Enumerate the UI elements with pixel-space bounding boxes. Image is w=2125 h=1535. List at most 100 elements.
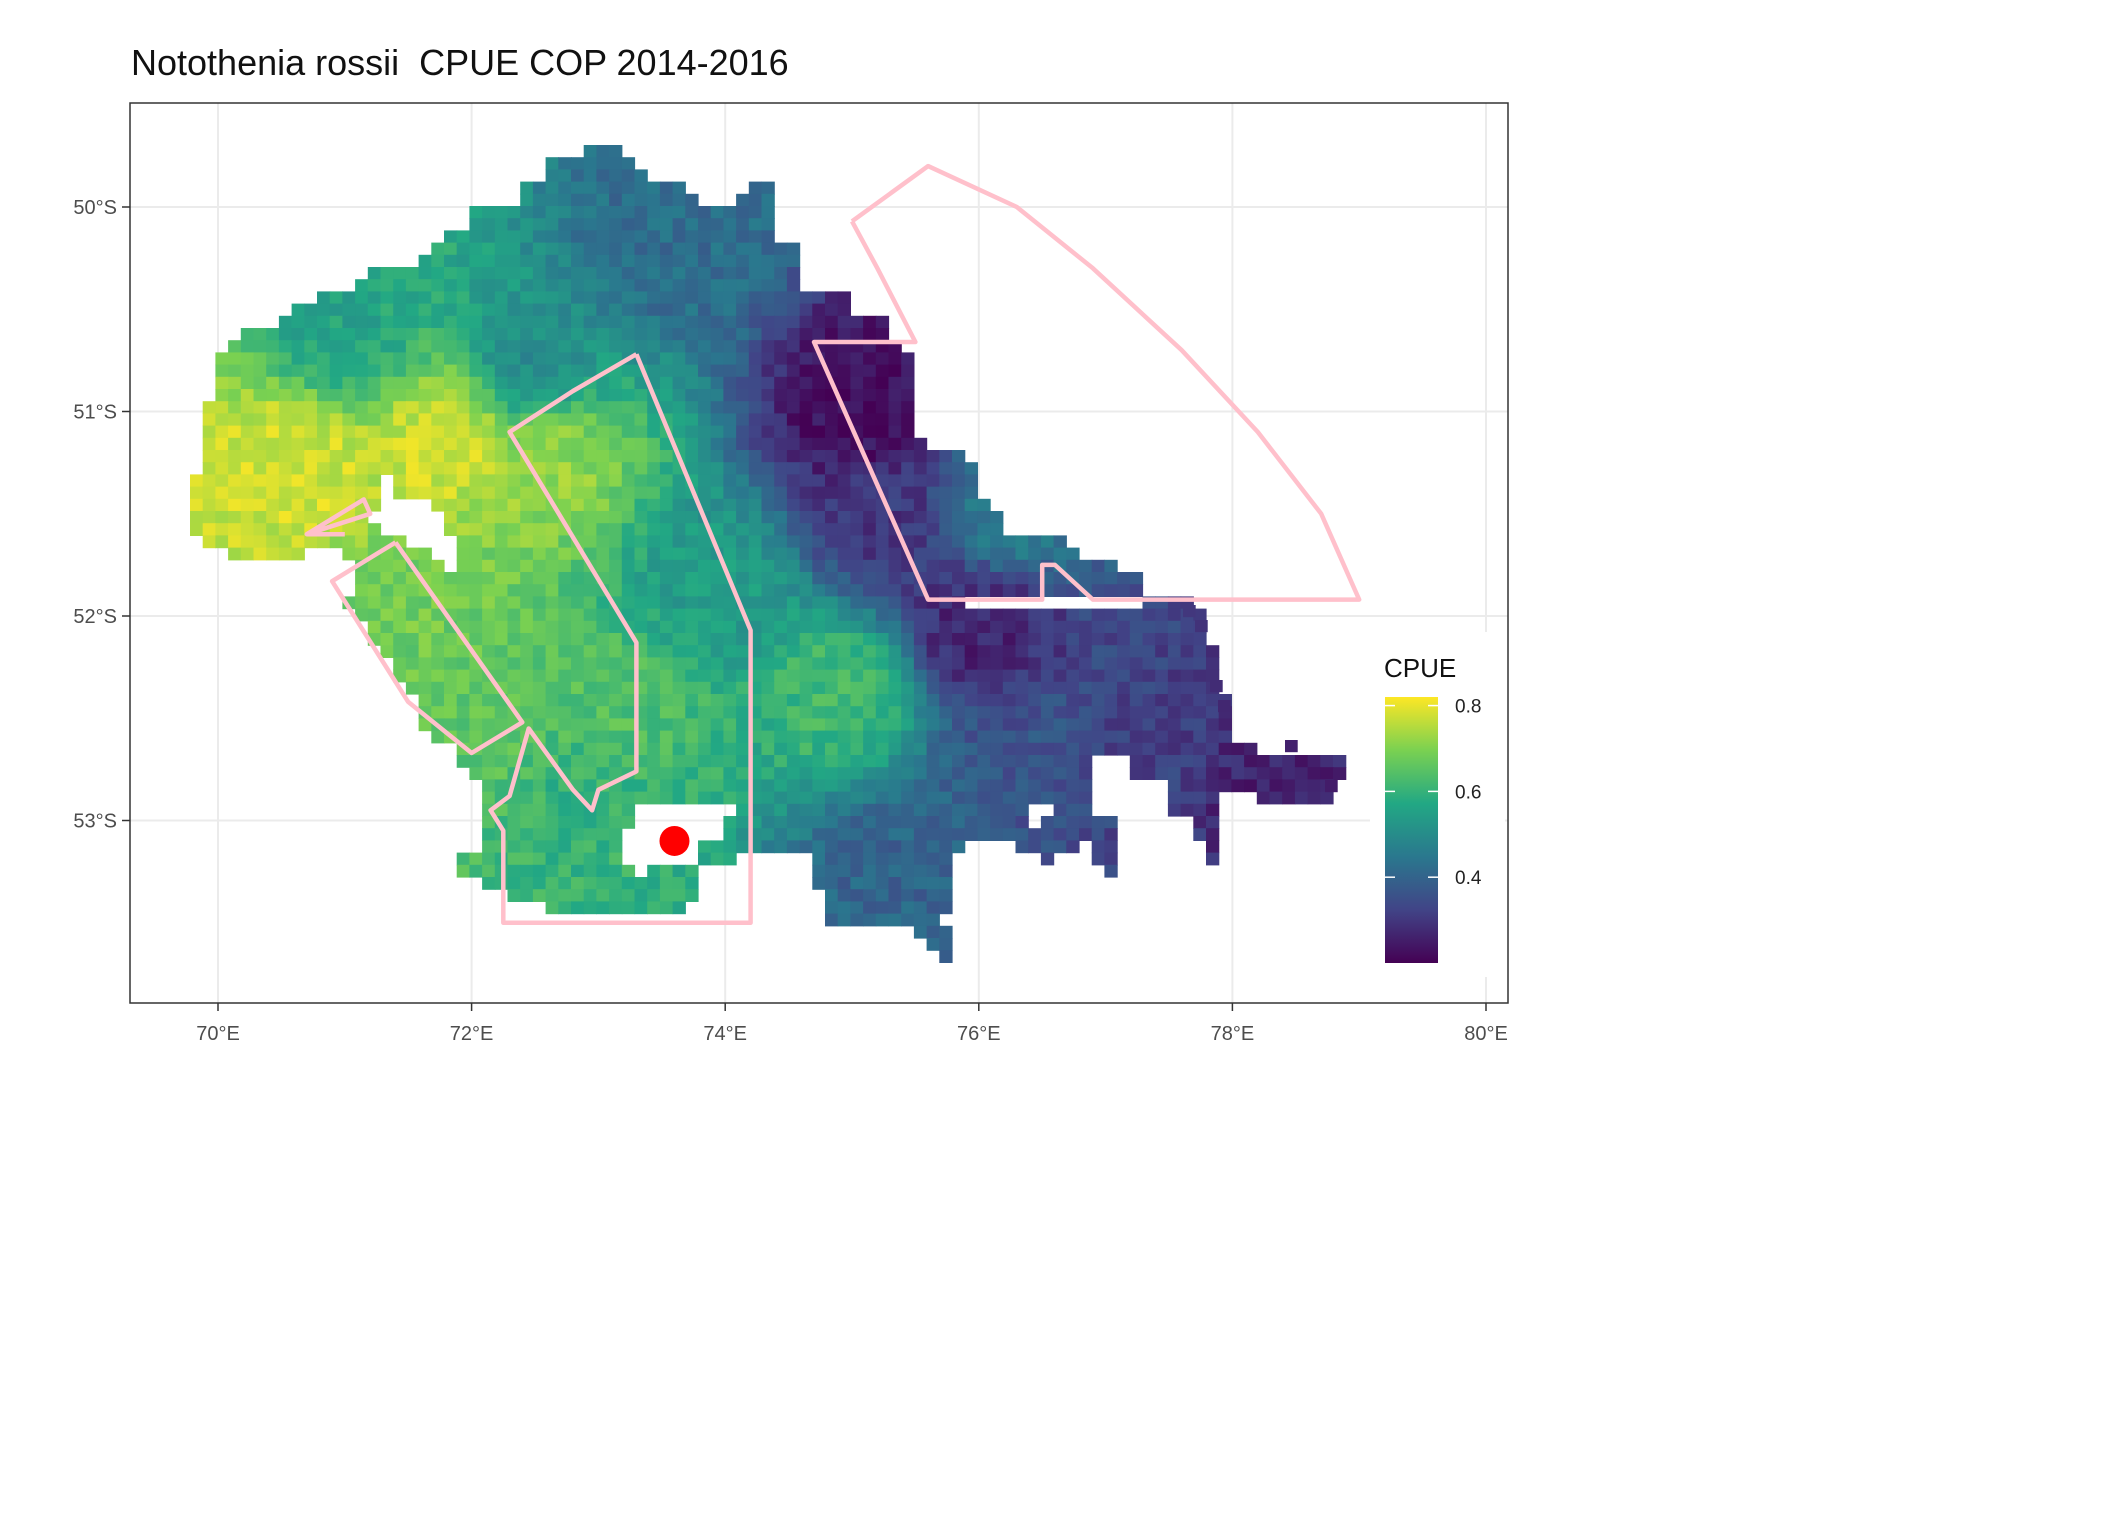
cpue-cell <box>444 303 458 317</box>
cpue-cell <box>786 364 801 378</box>
cpue-cell <box>863 389 877 402</box>
cpue-cell <box>952 755 966 768</box>
cpue-cell <box>621 181 636 195</box>
cpue-cell <box>240 340 255 353</box>
cpue-cell <box>1180 657 1194 671</box>
cpue-cell <box>520 767 534 780</box>
cpue-cell <box>875 584 890 597</box>
cpue-cell <box>380 462 394 475</box>
cpue-cell <box>380 303 394 317</box>
cpue-cell <box>1129 572 1144 585</box>
cpue-cell <box>799 694 813 707</box>
cpue-cell <box>812 498 826 512</box>
cpue-cell <box>571 303 585 317</box>
cpue-cell <box>228 498 242 512</box>
cpue-cell <box>812 620 826 634</box>
cpue-cell <box>482 303 496 317</box>
cpue-cell <box>494 572 509 585</box>
cpue-cell <box>939 828 953 841</box>
cpue-cell <box>685 328 699 341</box>
cpue-cell <box>1167 803 1182 817</box>
cpue-cell <box>278 364 293 378</box>
cpue-cell <box>418 608 432 622</box>
cpue-cell <box>469 230 483 244</box>
cpue-cell <box>456 230 470 244</box>
cpue-cell <box>583 511 597 524</box>
cpue-cell <box>431 425 445 439</box>
cpue-cell <box>342 376 356 390</box>
cpue-cell <box>952 803 966 817</box>
cpue-cell <box>393 389 407 402</box>
cpue-cell <box>850 718 864 732</box>
cpue-cell <box>1079 803 1093 817</box>
cpue-cell <box>863 547 877 561</box>
cpue-cell <box>520 279 534 292</box>
cpue-cell <box>291 303 305 317</box>
cpue-cell <box>1015 742 1029 756</box>
cpue-cell <box>647 462 661 475</box>
cpue-cell <box>710 767 724 780</box>
cpue-cell <box>863 572 877 585</box>
cpue-cell <box>977 498 991 512</box>
cpue-cell <box>837 730 851 744</box>
cpue-cell <box>583 742 597 756</box>
cpue-cell <box>317 474 331 488</box>
cpue-cell <box>431 328 445 341</box>
cpue-cell <box>215 413 229 427</box>
cpue-cell <box>558 718 572 732</box>
cpue-cell <box>659 498 674 512</box>
cpue-cell <box>672 291 686 305</box>
cpue-cell <box>723 267 737 280</box>
cpue-cell <box>494 742 509 756</box>
cpue-cell <box>850 864 864 878</box>
cpue-cell <box>774 401 788 414</box>
cpue-cell <box>609 413 623 427</box>
cpue-cell <box>1117 730 1131 744</box>
cpue-cell <box>825 596 839 610</box>
cpue-cell <box>507 401 521 414</box>
cpue-cell <box>1066 803 1080 817</box>
cpue-cell <box>837 718 851 732</box>
cpue-cell <box>825 828 839 841</box>
cpue-cell <box>647 767 661 780</box>
management-area-boundary <box>329 540 525 756</box>
cpue-cell <box>710 206 724 219</box>
cpue-cell <box>1079 681 1093 695</box>
cpue-cell <box>317 328 331 341</box>
cpue-cell <box>748 181 763 195</box>
cpue-cell <box>507 218 521 231</box>
cpue-cell <box>317 291 331 305</box>
colorbar-label: 0.4 <box>1455 868 1482 889</box>
cpue-cell <box>761 401 775 414</box>
cpue-cell <box>825 559 839 573</box>
cpue-cell <box>558 791 572 805</box>
cpue-cell <box>545 742 559 756</box>
cpue-cell <box>469 218 483 231</box>
cpue-cell <box>1079 779 1093 793</box>
cpue-cell <box>571 328 585 341</box>
cpue-cell <box>964 462 978 475</box>
cpue-cell <box>1180 718 1194 732</box>
cpue-cell <box>647 206 661 219</box>
cpue-cell <box>901 352 915 366</box>
cpue-cell <box>926 803 940 817</box>
cpue-cell <box>875 401 890 414</box>
cpue-cell <box>710 755 724 768</box>
cpue-cell <box>278 413 293 427</box>
cpue-cell <box>672 242 686 256</box>
cpue-cell <box>647 779 661 793</box>
cpue-cell <box>1053 620 1067 634</box>
cpue-cell <box>482 230 496 244</box>
cpue-cell <box>825 437 839 451</box>
cpue-cell <box>621 511 636 524</box>
cpue-cell <box>685 877 699 890</box>
cpue-cell <box>1256 767 1271 780</box>
cpue-cell <box>1028 694 1042 707</box>
cpue-cell <box>863 901 877 915</box>
cpue-cell <box>710 681 724 695</box>
cpue-cell <box>431 669 445 683</box>
cpue-cell <box>736 730 750 744</box>
cpue-cell <box>621 755 636 768</box>
cpue-cell <box>710 791 724 805</box>
cpue-cell <box>596 206 610 219</box>
